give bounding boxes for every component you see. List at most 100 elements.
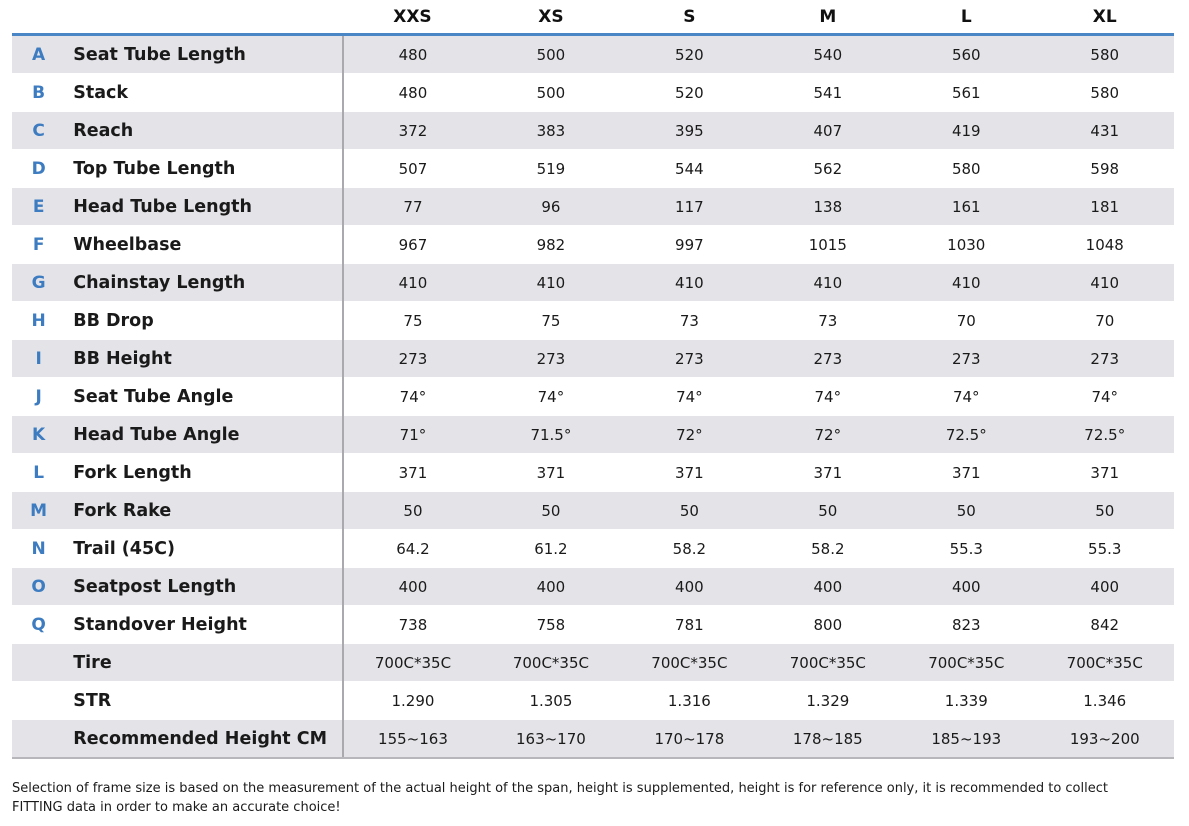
cell-value: 560 xyxy=(897,34,1036,74)
row-letter: Q xyxy=(12,605,66,644)
cell-value: 598 xyxy=(1035,149,1174,188)
table-row: Tire 700C*35C 700C*35C 700C*35C 700C*35C 700C… xyxy=(12,643,1174,682)
row-name: Top Tube Length xyxy=(65,149,345,188)
cell-value: 371 xyxy=(1035,453,1174,492)
cell-value: 273 xyxy=(758,339,898,378)
cell-value: 74° xyxy=(897,377,1036,416)
cell-value: 178~185 xyxy=(758,719,898,759)
row-name: Fork Rake xyxy=(65,491,345,530)
row-letter: D xyxy=(12,149,66,188)
cell-value: 73 xyxy=(620,301,759,340)
table-row: O Seatpost Length 400 400 400 400 400 400 xyxy=(12,567,1174,606)
cell-value: 1.290 xyxy=(343,681,482,720)
row-letter: F xyxy=(12,225,66,264)
row-letter: K xyxy=(12,415,66,454)
geometry-table: XXS XS S M L XL A Seat Tube Length 480 500 5… xyxy=(12,0,1174,759)
cell-value: 50 xyxy=(1035,491,1174,530)
row-letter: L xyxy=(12,453,66,492)
cell-value: 410 xyxy=(758,263,898,302)
cell-value: 50 xyxy=(343,491,482,530)
cell-value: 967 xyxy=(343,225,482,264)
table-row: H BB Drop 75 75 73 73 70 70 xyxy=(12,301,1174,340)
cell-value: 72.5° xyxy=(1035,415,1174,454)
cell-value: 58.2 xyxy=(758,529,898,568)
cell-value: 431 xyxy=(1035,111,1174,150)
row-name: Trail (45C) xyxy=(65,529,345,568)
row-letter: G xyxy=(12,263,66,302)
row-name: Seat Tube Length xyxy=(65,34,345,74)
cell-value: 480 xyxy=(343,73,482,112)
cell-value: 163~170 xyxy=(481,719,621,759)
cell-value: 1.305 xyxy=(481,681,621,720)
size-header: S xyxy=(620,0,759,36)
cell-value: 72° xyxy=(620,415,759,454)
cell-value: 74° xyxy=(481,377,621,416)
cell-value: 700C*35C xyxy=(897,643,1036,682)
cell-value: 77 xyxy=(343,187,482,226)
cell-value: 419 xyxy=(897,111,1036,150)
geometry-table-container: XXS XS S M L XL A Seat Tube Length 480 500 5… xyxy=(12,0,1174,759)
cell-value: 410 xyxy=(897,263,1036,302)
cell-value: 74° xyxy=(343,377,482,416)
row-name: Stack xyxy=(65,73,345,112)
table-row: F Wheelbase 967 982 997 1015 1030 1048 xyxy=(12,225,1174,264)
cell-value: 1.346 xyxy=(1035,681,1174,720)
row-name: Chainstay Length xyxy=(65,263,345,302)
row-name: BB Height xyxy=(65,339,345,378)
cell-value: 700C*35C xyxy=(481,643,621,682)
row-letter: M xyxy=(12,491,66,530)
table-row: I BB Height 273 273 273 273 273 273 xyxy=(12,339,1174,378)
size-header: XXS xyxy=(343,0,482,36)
row-letter: I xyxy=(12,339,66,378)
row-letter xyxy=(12,643,66,682)
row-letter: J xyxy=(12,377,66,416)
row-name: Standover Height xyxy=(65,605,345,644)
row-letter: O xyxy=(12,567,66,606)
cell-value: 400 xyxy=(620,567,759,606)
cell-value: 407 xyxy=(758,111,898,150)
row-letter: E xyxy=(12,187,66,226)
cell-value: 273 xyxy=(620,339,759,378)
row-name: Seatpost Length xyxy=(65,567,345,606)
cell-value: 800 xyxy=(758,605,898,644)
cell-value: 193~200 xyxy=(1035,719,1174,759)
cell-value: 64.2 xyxy=(343,529,482,568)
cell-value: 73 xyxy=(758,301,898,340)
cell-value: 507 xyxy=(343,149,482,188)
cell-value: 50 xyxy=(620,491,759,530)
cell-value: 50 xyxy=(897,491,1036,530)
cell-value: 410 xyxy=(343,263,482,302)
cell-value: 185~193 xyxy=(897,719,1036,759)
cell-value: 580 xyxy=(1035,73,1174,112)
table-row: M Fork Rake 50 50 50 50 50 50 xyxy=(12,491,1174,530)
cell-value: 371 xyxy=(758,453,898,492)
cell-value: 1.329 xyxy=(758,681,898,720)
cell-value: 400 xyxy=(343,567,482,606)
cell-value: 580 xyxy=(1035,34,1174,74)
header-name-blank xyxy=(65,0,344,36)
cell-value: 50 xyxy=(758,491,898,530)
cell-value: 371 xyxy=(343,453,482,492)
cell-value: 410 xyxy=(1035,263,1174,302)
cell-value: 842 xyxy=(1035,605,1174,644)
cell-value: 700C*35C xyxy=(343,643,482,682)
cell-value: 395 xyxy=(620,111,759,150)
cell-value: 1.316 xyxy=(620,681,759,720)
row-name: Recommended Height CM xyxy=(65,719,345,759)
row-letter: N xyxy=(12,529,66,568)
cell-value: 75 xyxy=(343,301,482,340)
cell-value: 520 xyxy=(620,73,759,112)
cell-value: 1015 xyxy=(758,225,898,264)
table-row: J Seat Tube Angle 74° 74° 74° 74° 74° 74° xyxy=(12,377,1174,416)
cell-value: 181 xyxy=(1035,187,1174,226)
table-row: L Fork Length 371 371 371 371 371 371 xyxy=(12,453,1174,492)
cell-value: 71° xyxy=(343,415,482,454)
table-row: Recommended Height CM 155~163 163~170 170~1… xyxy=(12,719,1174,759)
cell-value: 55.3 xyxy=(897,529,1036,568)
cell-value: 700C*35C xyxy=(758,643,898,682)
cell-value: 371 xyxy=(620,453,759,492)
table-row: B Stack 480 500 520 541 561 580 xyxy=(12,73,1174,112)
cell-value: 61.2 xyxy=(481,529,621,568)
cell-value: 540 xyxy=(758,34,898,74)
size-header: M xyxy=(758,0,898,36)
